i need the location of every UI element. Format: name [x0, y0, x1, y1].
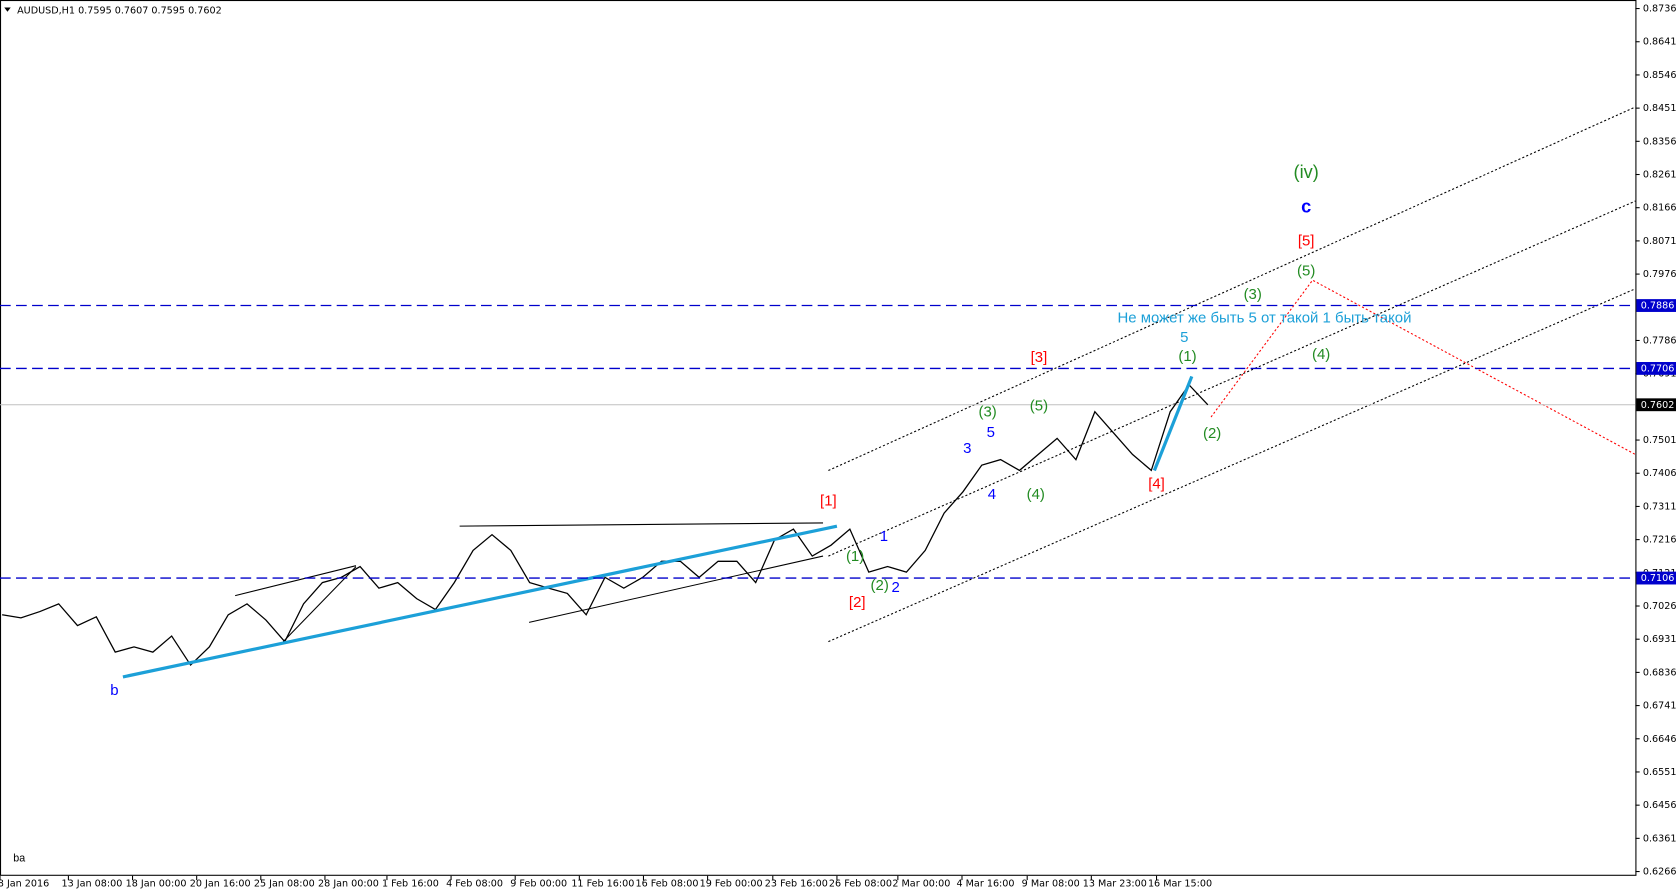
price-tag — [1636, 362, 1676, 375]
channel-line — [828, 200, 1636, 557]
level-label: 0.7106 — [1641, 573, 1675, 584]
time-label: 26 Feb 08:00 — [829, 878, 892, 889]
price-label: 0.8261 — [1643, 170, 1676, 181]
price-label: 0.6836 — [1643, 667, 1676, 678]
price-label: 0.8546 — [1643, 70, 1676, 81]
level-label: 0.7886 — [1641, 301, 1675, 312]
wave-label: (5) — [1297, 263, 1315, 280]
wave-label: [5] — [1298, 233, 1315, 250]
drawings — [235, 106, 1636, 643]
time-label: 13 Mar 23:00 — [1083, 878, 1147, 889]
wave-label: (2) — [871, 577, 889, 594]
wave-label: 5 — [987, 424, 995, 441]
price-label: 0.6361 — [1643, 833, 1676, 844]
time-label: 9 Mar 08:00 — [1022, 878, 1080, 889]
price-label: 0.8166 — [1643, 203, 1676, 214]
price-label: 0.6266 — [1643, 867, 1676, 878]
time-label: 4 Feb 08:00 — [446, 878, 503, 889]
wave-line — [122, 524, 838, 679]
wave-label: [4] — [1148, 475, 1165, 492]
wave-label: ba — [13, 853, 25, 865]
triangle-line — [235, 565, 357, 597]
channel-line — [828, 288, 1636, 643]
time-label: 4 Mar 16:00 — [956, 878, 1014, 889]
price-tag — [1636, 299, 1676, 312]
triangle-line — [282, 566, 357, 642]
price-label: 0.7786 — [1643, 335, 1676, 346]
wave-label: Не может же быть 5 от такой 1 быть такой — [1117, 310, 1411, 327]
wave-label: b — [110, 682, 118, 699]
time-label: 9 Feb 00:00 — [510, 878, 567, 889]
time-label: 2 Mar 00:00 — [892, 878, 950, 889]
price-label: 0.8071 — [1643, 236, 1676, 247]
price-label: 0.8356 — [1643, 136, 1676, 147]
menu-arrow — [4, 7, 11, 12]
wave-label: (1) — [1178, 348, 1196, 365]
wave-label: (5) — [1030, 397, 1048, 414]
price-tag — [1636, 571, 1676, 585]
wave-label: [1] — [820, 492, 837, 509]
price-label: 0.8736 — [1643, 4, 1676, 15]
wave-label: 1 — [880, 528, 888, 545]
wave-label: [3] — [1031, 349, 1048, 366]
wave-line — [1152, 375, 1194, 472]
wave-label: (3) — [1244, 286, 1262, 303]
wave-label: (iv) — [1294, 162, 1319, 182]
wave-label: 5 — [1180, 329, 1188, 346]
price-label: 0.6551 — [1643, 767, 1676, 778]
wave-label: (1) — [846, 548, 864, 565]
triangle-line — [528, 555, 824, 623]
wave-label: 4 — [988, 486, 996, 503]
time-label: 28 Jan 00:00 — [318, 878, 379, 889]
wave-label: 3 — [963, 440, 971, 457]
time-label: 1 Feb 16:00 — [382, 878, 439, 889]
wave-label: (3) — [979, 404, 997, 421]
price-label: 0.7216 — [1643, 535, 1676, 546]
time-label: 25 Jan 08:00 — [254, 878, 315, 889]
time-label: 18 Jan 00:00 — [126, 878, 187, 889]
wave-label: [2] — [849, 594, 866, 611]
wave-label: 2 — [892, 579, 900, 596]
time-label: 11 Feb 16:00 — [571, 878, 634, 889]
wave-label: (4) — [1027, 486, 1045, 503]
price-label: 0.8451 — [1643, 103, 1676, 114]
time-label: 16 Feb 08:00 — [635, 878, 698, 889]
price-label: 0.6931 — [1643, 634, 1676, 645]
current-price-label: 0.7602 — [1641, 400, 1675, 411]
time-label: 20 Jan 16:00 — [190, 878, 251, 889]
triangle-line — [459, 522, 824, 527]
price-label: 0.7976 — [1643, 269, 1676, 280]
level-label: 0.7706 — [1641, 363, 1675, 374]
wave-label: (2) — [1203, 425, 1221, 442]
price-label: 0.6741 — [1643, 701, 1676, 712]
time-label: 8 Jan 2016 — [0, 878, 49, 889]
price-label: 0.7026 — [1643, 601, 1676, 612]
price-label: 0.7406 — [1643, 468, 1676, 479]
price-label: 0.7311 — [1643, 501, 1676, 512]
wave-label: (4) — [1312, 346, 1330, 363]
price-label: 0.7501 — [1643, 435, 1676, 446]
wave-label: c — [1301, 196, 1311, 216]
time-label: 19 Feb 00:00 — [700, 878, 763, 889]
price-label: 0.8641 — [1643, 37, 1676, 48]
time-label: 23 Feb 16:00 — [765, 878, 828, 889]
price-tag — [1636, 398, 1676, 412]
time-label: 13 Jan 08:00 — [62, 878, 123, 889]
plot-frame — [0, 0, 1637, 876]
price-label: 0.6646 — [1643, 734, 1676, 745]
price-line — [2, 383, 1209, 667]
projection-line — [1210, 279, 1636, 455]
time-label: 16 Mar 15:00 — [1148, 878, 1212, 889]
header: AUDUSD,H1 0.7595 0.7607 0.7595 0.7602 — [17, 6, 222, 17]
price-label: 0.6456 — [1643, 800, 1676, 811]
